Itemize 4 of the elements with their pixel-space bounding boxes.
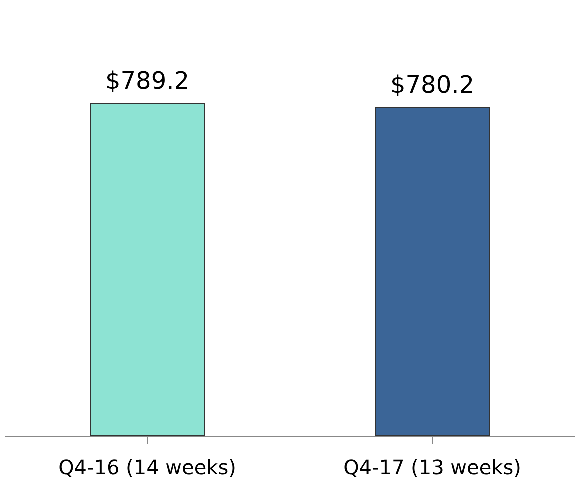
x-tick-label: Q4-17 (13 weeks)	[344, 456, 522, 480]
data-label: $789.2	[106, 67, 190, 95]
data-label: $780.2	[390, 70, 474, 99]
x-tick-label: Q4-16 (14 weeks)	[58, 456, 236, 480]
